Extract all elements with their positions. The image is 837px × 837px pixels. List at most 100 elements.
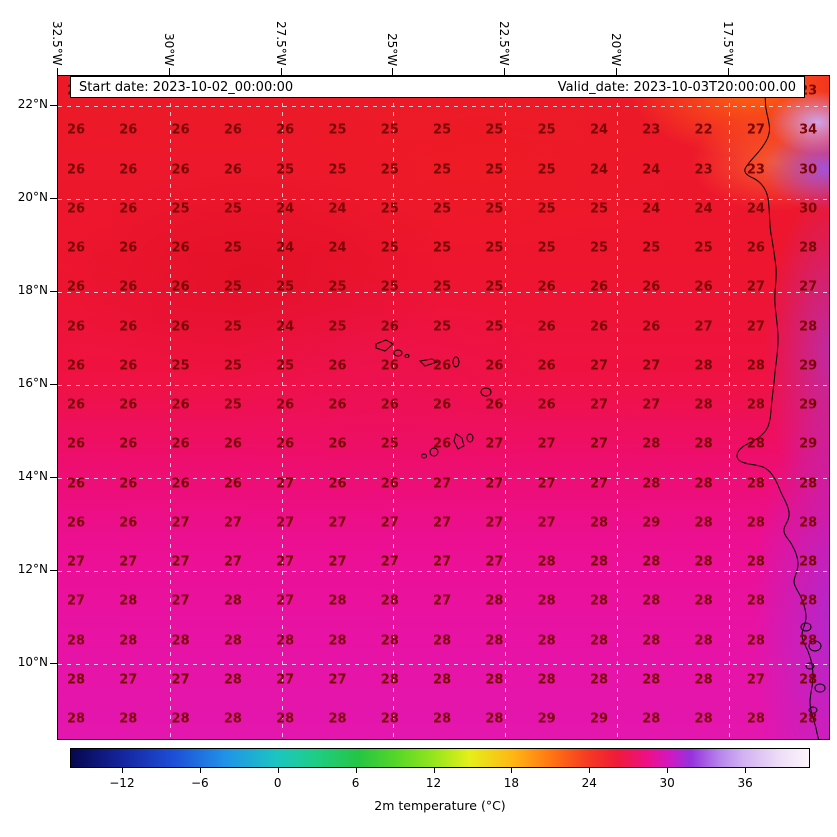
grid-value: 27: [328, 515, 347, 531]
grid-value: 28: [380, 672, 399, 688]
grid-value: 25: [223, 319, 242, 334]
lat-tick-label: 14°N: [17, 469, 48, 483]
grid-value: 28: [642, 633, 661, 648]
grid-value: 28: [66, 672, 86, 688]
grid-value: 26: [119, 201, 138, 217]
grid-value: 28: [223, 593, 242, 609]
grid-value: 28: [119, 633, 138, 648]
grid-value: 27: [589, 476, 609, 491]
lon-tick: [57, 68, 58, 75]
grid-value: 28: [799, 515, 818, 531]
grid-value: 26: [66, 240, 86, 256]
colorbar-tick-label: 36: [737, 776, 753, 790]
colorbar: [70, 748, 810, 768]
grid-value: 26: [66, 201, 86, 217]
lon-tick-label: 32.5°W: [48, 2, 66, 66]
grid-value: 26: [119, 515, 138, 531]
colorbar-tick-label: 24: [581, 776, 597, 790]
grid-value: 28: [589, 554, 609, 570]
lon-tick-label: 25°W: [383, 2, 401, 66]
grid-value: 29: [799, 358, 818, 374]
grid-value: 24: [589, 122, 609, 138]
grid-value: 34: [799, 122, 818, 138]
grid-value: 28: [799, 554, 818, 570]
grid-value: 25: [380, 436, 399, 452]
grid-value: 28: [589, 672, 609, 688]
grid-value: 28: [328, 633, 347, 648]
grid-value: 26: [66, 319, 86, 334]
grid-value: 26: [485, 397, 504, 413]
grid-value: 28: [66, 711, 86, 727]
grid-value: 27: [537, 476, 556, 491]
gridline-latitude: [58, 292, 829, 293]
grid-value: 25: [589, 201, 609, 217]
grid-value: 25: [433, 162, 452, 177]
grid-value: 25: [433, 319, 452, 334]
lon-tick-label-text: 32.5°W: [50, 21, 64, 66]
grid-value: 26: [276, 397, 295, 413]
lon-tick-label-text: 30°W: [162, 32, 176, 66]
grid-value: 29: [799, 397, 818, 413]
grid-value: 25: [537, 201, 556, 217]
lat-tick: [50, 477, 57, 478]
grid-value: 26: [746, 240, 765, 256]
grid-value: 22: [694, 122, 713, 138]
grid-value: 28: [694, 358, 713, 374]
grid-value: 24: [694, 201, 713, 217]
grid-value: 25: [433, 240, 452, 256]
grid-value: 28: [746, 436, 765, 452]
grid-value: 24: [328, 201, 347, 217]
grid-value: 26: [66, 122, 86, 138]
grid-value: 27: [276, 593, 295, 609]
grid-value: 28: [694, 672, 713, 688]
grid-value: 26: [171, 476, 190, 491]
lon-tick-label: 27.5°W: [272, 2, 290, 66]
grid-value: 28: [746, 515, 765, 531]
grid-value: 26: [537, 279, 556, 295]
grid-value: 28: [694, 515, 713, 531]
grid-value: 24: [642, 162, 661, 177]
grid-value: 28: [642, 554, 661, 570]
grid-value: 26: [537, 397, 556, 413]
lat-tick-label: 12°N: [17, 562, 48, 576]
grid-value: 25: [485, 319, 504, 334]
grid-value: 25: [380, 240, 399, 256]
grid-value: 26: [642, 279, 661, 295]
grid-value: 25: [589, 240, 609, 256]
grid-value: 28: [433, 672, 452, 688]
grid-value: 26: [694, 279, 713, 295]
lon-tick-label-text: 22.5°W: [497, 21, 511, 66]
grid-value: 27: [433, 515, 452, 531]
grid-value: 25: [223, 240, 242, 256]
grid-value: 28: [746, 476, 765, 491]
grid-value: 26: [171, 319, 190, 334]
grid-value: 26: [485, 358, 504, 374]
gridline-latitude: [58, 478, 829, 479]
grid-value: 25: [380, 279, 399, 295]
grid-value: 30: [799, 162, 818, 177]
colorbar-tick-label: 12: [425, 776, 442, 790]
grid-value: 26: [433, 397, 452, 413]
grid-value: 25: [328, 319, 347, 334]
grid-value: 26: [328, 358, 347, 374]
gridline-longitude: [282, 76, 283, 739]
gridline-latitude: [58, 571, 829, 572]
lat-tick: [50, 291, 57, 292]
grid-value: 26: [380, 476, 399, 491]
grid-value: 25: [380, 201, 399, 217]
grid-value: 28: [746, 633, 765, 648]
grid-value: 25: [485, 122, 504, 138]
grid-value: 28: [642, 672, 661, 688]
gridline-latitude: [58, 199, 829, 200]
grid-value: 27: [66, 554, 86, 570]
grid-value: 25: [223, 201, 242, 217]
colorbar-tick: [667, 768, 669, 773]
grid-value: 28: [433, 711, 452, 727]
gridline-longitude: [170, 76, 171, 739]
grid-value: 28: [537, 593, 556, 609]
gridline-latitude: [58, 385, 829, 386]
grid-value: 27: [746, 319, 765, 334]
lon-tick-label: 20°W: [607, 2, 625, 66]
grid-value: 28: [380, 593, 399, 609]
grid-value: 27: [223, 554, 242, 570]
